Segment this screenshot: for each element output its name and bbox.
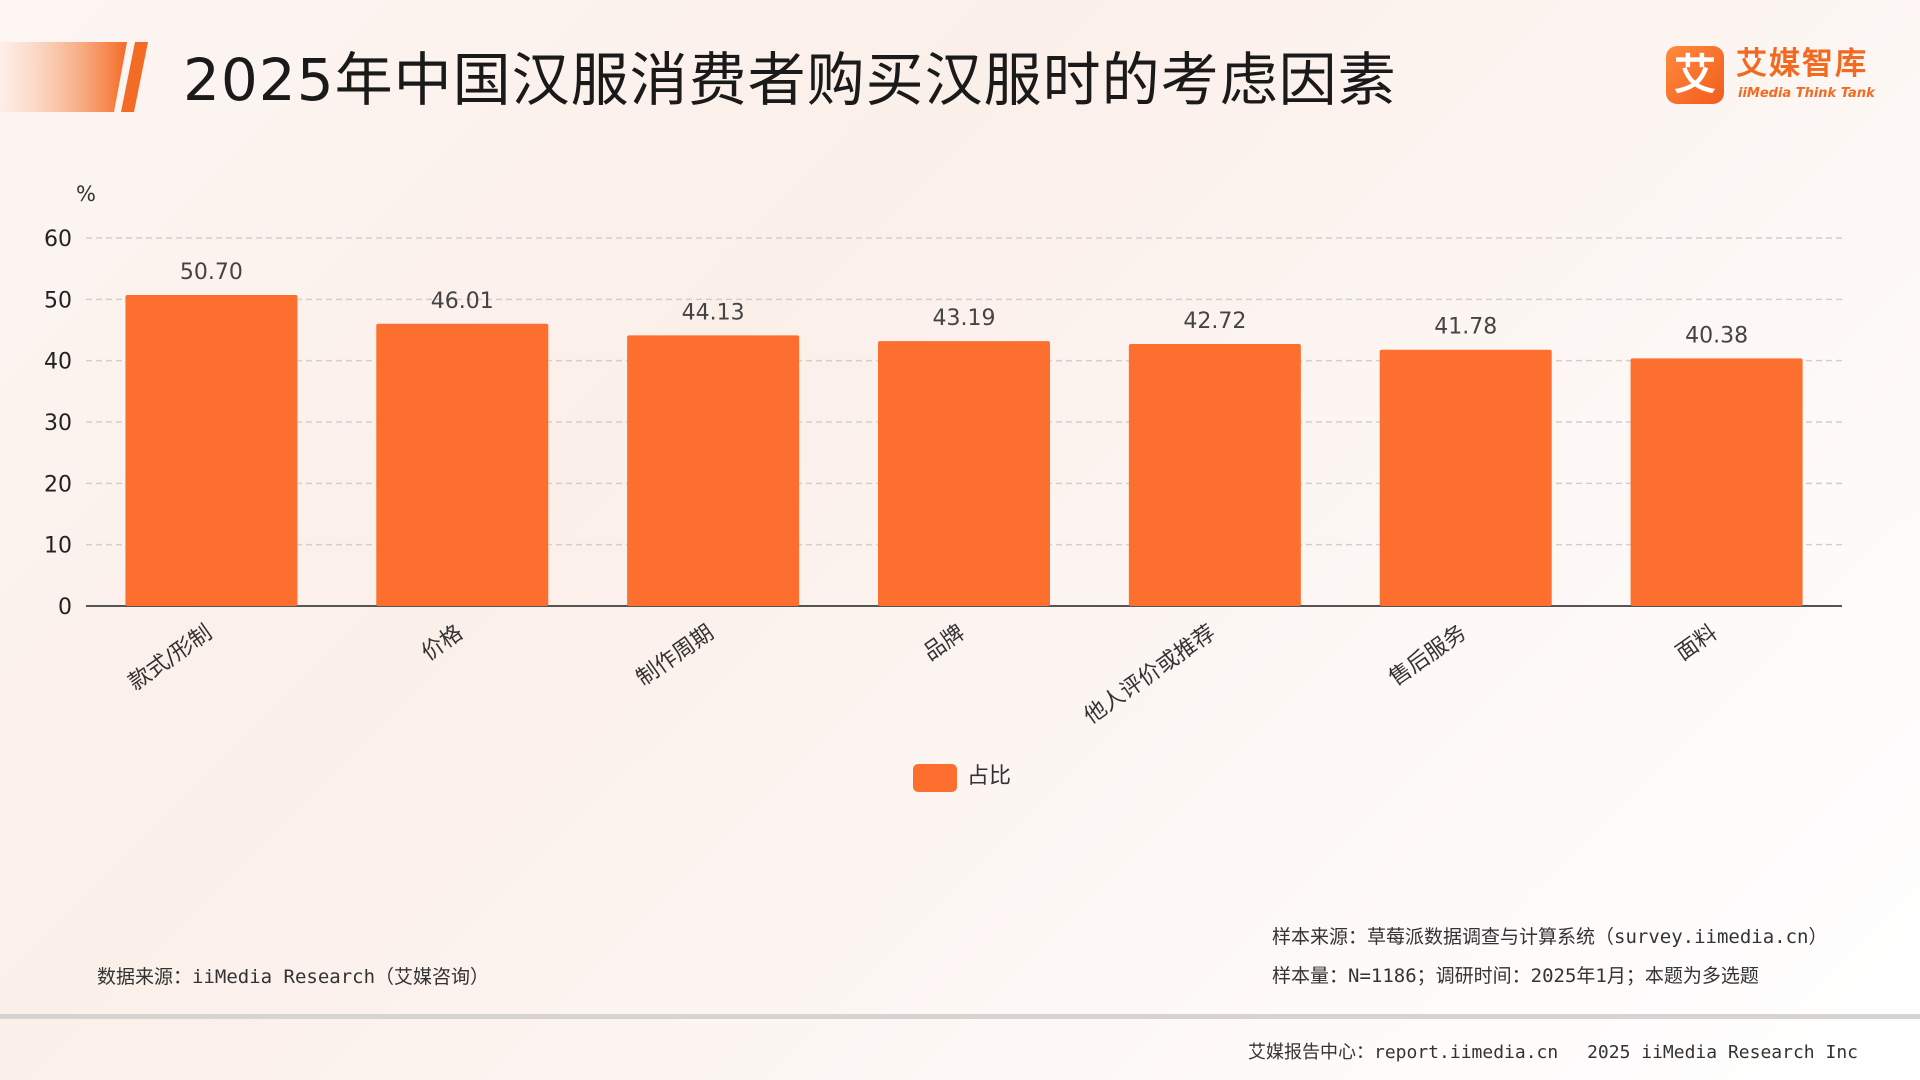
y-axis-unit-label: % [76, 182, 96, 206]
bar [878, 341, 1050, 606]
x-tick-label: 制作周期 [632, 620, 718, 691]
bar-value-label: 42.72 [1183, 309, 1246, 334]
y-tick-label: 60 [44, 227, 72, 252]
legend-label: 占比 [967, 764, 1012, 789]
x-tick-label: 面料 [1672, 620, 1722, 666]
bar [376, 323, 549, 606]
bar [1630, 358, 1803, 606]
bar-value-label: 44.13 [682, 300, 745, 325]
page-title: 2025年中国汉服消费者购买汉服时的考虑因素 [183, 46, 1397, 114]
logo-name-cn: 艾媒智库 [1736, 46, 1868, 82]
y-tick-label: 0 [58, 595, 72, 620]
footer-text: 艾媒报告中心：report.iimedia.cn 2025 iiMedia Re… [1248, 1042, 1858, 1063]
x-tick-label: 款式/形制 [124, 620, 217, 695]
data-source-note: 数据来源：iiMedia Research（艾媒咨询） [97, 966, 490, 988]
y-tick-label: 50 [44, 288, 72, 313]
bar-chart: % 0 10 20 30 40 50 60 50.70 款式/形制 46.01 价格 44.13 制作… [44, 182, 1842, 729]
bar [1379, 349, 1552, 606]
bar [1128, 343, 1301, 606]
sample-source-note: 样本来源：草莓派数据调查与计算系统（survey.iimedia.cn） [1272, 926, 1828, 948]
logo-badge-icon: 艾 [1666, 46, 1724, 104]
bar [125, 295, 298, 606]
sample-info-note: 样本量：N=1186；调研时间：2025年1月；本题为多选题 [1272, 965, 1759, 987]
bar-value-label: 43.19 [933, 306, 996, 331]
footer-divider [0, 1014, 1920, 1019]
y-tick-label: 40 [44, 350, 72, 375]
bar-value-label: 50.70 [180, 260, 243, 285]
bar-value-label: 40.38 [1685, 323, 1748, 348]
iimedia-logo: 艾 艾媒智库 iiMedia Think Tank [1666, 46, 1875, 108]
y-tick-label: 10 [44, 534, 72, 559]
bar-value-label: 46.01 [431, 289, 494, 314]
bar-value-label: 41.78 [1434, 315, 1497, 340]
legend-swatch [913, 764, 957, 792]
bar [627, 335, 800, 606]
y-tick-label: 20 [44, 472, 72, 497]
logo-name-en: iiMedia Think Tank [1738, 86, 1875, 101]
title-accent-stripe [0, 42, 148, 112]
x-tick-label: 他人评价或推荐 [1080, 620, 1221, 729]
x-tick-label: 品牌 [919, 620, 969, 666]
y-tick-label: 30 [44, 411, 72, 436]
x-tick-label: 售后服务 [1385, 620, 1471, 691]
x-tick-label: 价格 [417, 620, 467, 666]
